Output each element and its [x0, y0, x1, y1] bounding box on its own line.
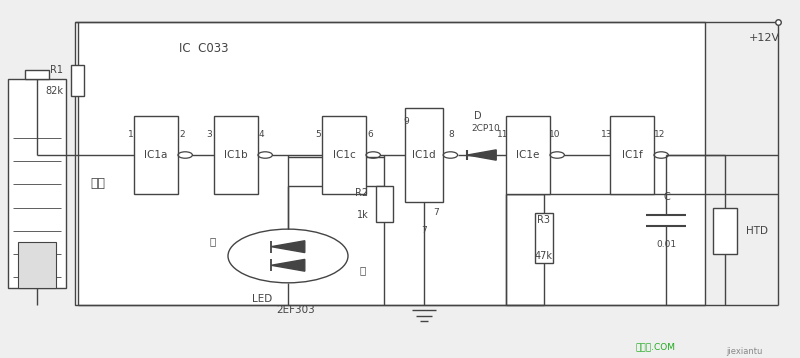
- Text: IC1d: IC1d: [412, 150, 436, 160]
- Text: R1: R1: [50, 65, 63, 75]
- Bar: [8, 79, 66, 288]
- Bar: [713, 208, 737, 254]
- Text: 红: 红: [210, 237, 216, 247]
- Text: 0.01: 0.01: [656, 240, 677, 249]
- Text: 6: 6: [367, 130, 374, 139]
- Bar: [535, 213, 553, 263]
- Bar: [214, 116, 258, 194]
- Text: 水筱: 水筱: [90, 177, 105, 190]
- Text: 82k: 82k: [45, 86, 63, 96]
- Text: 2: 2: [179, 130, 186, 139]
- Polygon shape: [271, 241, 305, 253]
- Text: LED: LED: [252, 294, 272, 304]
- Bar: [405, 108, 443, 202]
- Text: 9: 9: [403, 117, 410, 126]
- Bar: [376, 186, 394, 222]
- Bar: [610, 116, 654, 194]
- Text: 5: 5: [315, 130, 322, 139]
- Text: R2: R2: [355, 188, 369, 198]
- Bar: [18, 242, 56, 288]
- Text: IC  C033: IC C033: [179, 42, 229, 55]
- Bar: [25, 70, 49, 79]
- Polygon shape: [271, 259, 305, 271]
- Bar: [322, 116, 366, 194]
- Text: 2EF303: 2EF303: [277, 305, 315, 315]
- Text: 13: 13: [601, 130, 612, 139]
- Text: IC1a: IC1a: [144, 150, 168, 160]
- Bar: [75, 22, 705, 305]
- Text: C: C: [663, 192, 670, 202]
- Text: 2CP10: 2CP10: [471, 124, 500, 133]
- Text: 7: 7: [421, 226, 427, 235]
- Text: 11: 11: [497, 130, 508, 139]
- Text: jiexiantu: jiexiantu: [726, 347, 762, 356]
- Text: D: D: [474, 111, 482, 121]
- Text: R3: R3: [538, 215, 550, 225]
- Text: IC1e: IC1e: [516, 150, 540, 160]
- Text: +12V: +12V: [749, 33, 779, 43]
- Polygon shape: [467, 150, 496, 160]
- Text: 3: 3: [206, 130, 213, 139]
- Text: 10: 10: [550, 130, 561, 139]
- Text: 8: 8: [448, 130, 454, 139]
- Bar: [134, 116, 178, 194]
- Text: IC1f: IC1f: [622, 150, 642, 160]
- Text: HTD: HTD: [746, 226, 769, 236]
- Text: 47k: 47k: [535, 251, 553, 261]
- Text: 4: 4: [258, 130, 265, 139]
- Bar: [71, 65, 84, 96]
- Text: 接线图.COM: 接线图.COM: [636, 343, 676, 352]
- Text: IC1b: IC1b: [224, 150, 248, 160]
- Text: 1k: 1k: [357, 210, 369, 220]
- Text: IC1c: IC1c: [333, 150, 355, 160]
- Text: 1: 1: [127, 130, 134, 139]
- Text: 12: 12: [654, 130, 665, 139]
- Text: 7: 7: [434, 208, 439, 217]
- Bar: [506, 116, 550, 194]
- Text: 绿: 绿: [360, 265, 366, 275]
